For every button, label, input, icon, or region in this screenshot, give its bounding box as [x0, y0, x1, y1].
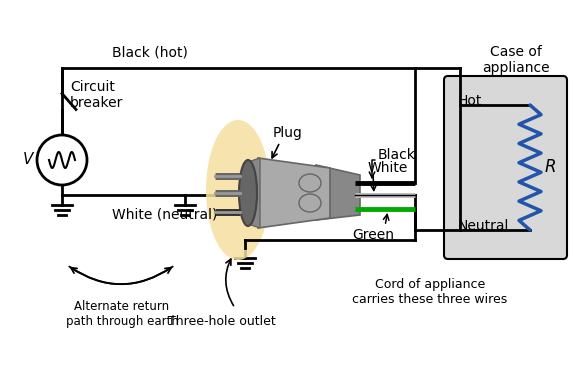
FancyBboxPatch shape [444, 76, 567, 259]
Text: White (neutral): White (neutral) [112, 207, 217, 221]
Text: Green: Green [352, 228, 394, 242]
Polygon shape [316, 165, 360, 220]
Text: Alternate return
path through earth: Alternate return path through earth [66, 300, 178, 328]
Text: Cord of appliance
carries these three wires: Cord of appliance carries these three wi… [352, 278, 508, 306]
Text: Plug: Plug [273, 126, 303, 140]
Circle shape [37, 135, 87, 185]
Ellipse shape [239, 160, 257, 226]
Text: Three-hole outlet: Three-hole outlet [168, 315, 276, 328]
Polygon shape [258, 158, 330, 228]
Polygon shape [248, 158, 260, 228]
Text: Circuit
breaker: Circuit breaker [70, 80, 124, 110]
Text: Neutral: Neutral [458, 219, 509, 233]
Ellipse shape [206, 120, 270, 260]
Ellipse shape [299, 194, 321, 212]
Text: White: White [368, 161, 408, 175]
Text: V: V [22, 153, 33, 167]
Text: Black: Black [378, 148, 416, 162]
Ellipse shape [299, 174, 321, 192]
Text: Hot: Hot [458, 94, 482, 108]
Text: Black (hot): Black (hot) [112, 46, 188, 60]
Text: R: R [545, 158, 557, 176]
Text: Case of
appliance: Case of appliance [482, 45, 549, 75]
